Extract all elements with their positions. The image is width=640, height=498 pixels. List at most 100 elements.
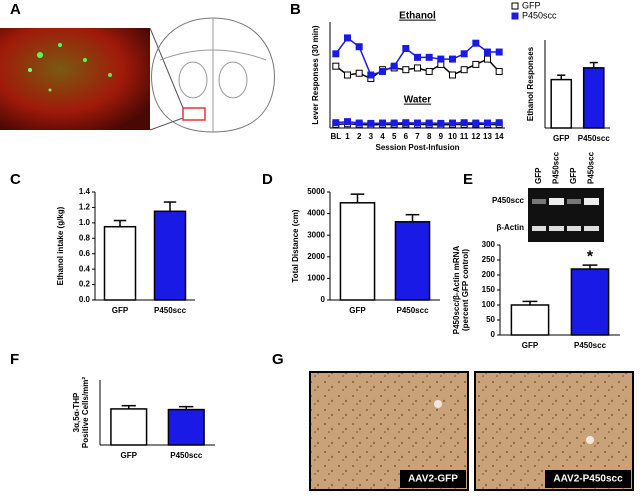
point <box>425 67 433 75</box>
x-tick-label: GFP <box>522 341 539 350</box>
point <box>484 119 491 127</box>
point <box>437 55 445 63</box>
x-tick-label: 13 <box>483 132 492 141</box>
significance-marker: * <box>587 248 594 265</box>
bar <box>570 268 610 336</box>
bar <box>110 408 148 446</box>
point <box>344 71 351 79</box>
y-axis-label: (percent GFP control) <box>461 249 470 331</box>
x-tick-label: 14 <box>495 132 504 141</box>
panel-label: G <box>272 351 284 368</box>
point <box>460 50 468 58</box>
x-tick-label: 4 <box>380 132 385 141</box>
point <box>414 119 421 127</box>
bar <box>153 210 187 301</box>
y-axis-label: Ethanol intake (g/kg) <box>56 206 65 285</box>
image-caption: AAV2-GFP <box>408 474 458 485</box>
legend-label: GFP <box>522 0 541 10</box>
y-tick-label: 300 <box>482 240 496 249</box>
panel-label: F <box>10 351 19 368</box>
y-tick-label: 150 <box>482 285 496 294</box>
y-tick-label: 0.8 <box>79 233 91 242</box>
x-tick-label: 12 <box>471 132 480 141</box>
point <box>449 71 456 79</box>
x-tick-label: BL <box>330 132 341 141</box>
gel-lane-label: P450scc <box>587 151 596 184</box>
bar <box>167 408 205 446</box>
bar <box>103 225 137 301</box>
gel-lane-label: GFP <box>569 167 578 184</box>
panel-a-image <box>0 17 275 133</box>
point <box>484 48 491 56</box>
bar <box>582 67 605 129</box>
legend-label: P450scc <box>522 10 557 20</box>
point <box>402 45 410 52</box>
point <box>472 60 480 68</box>
point <box>355 119 363 127</box>
point <box>484 55 491 63</box>
point <box>414 53 421 61</box>
panel-label: B <box>290 1 301 18</box>
y-tick-label: 1.2 <box>79 203 91 212</box>
point <box>402 66 410 74</box>
y-axis-label: Lever Responses (30 min) <box>311 25 320 124</box>
point <box>449 119 456 127</box>
x-tick-label: 6 <box>404 132 409 141</box>
point <box>472 119 480 127</box>
point <box>332 50 340 58</box>
bar <box>510 304 550 336</box>
x-tick-label: 7 <box>415 132 420 141</box>
point <box>355 43 363 51</box>
point <box>390 119 398 127</box>
gel-row-label: β-Actin <box>496 223 524 232</box>
y-tick-label: 0.4 <box>79 264 91 273</box>
y-tick-label: 2000 <box>307 252 325 261</box>
point <box>402 119 410 127</box>
x-tick-label: GFP <box>553 134 570 143</box>
bar <box>394 221 431 301</box>
panel-g-images <box>309 371 634 491</box>
point <box>460 66 468 74</box>
point <box>425 53 433 61</box>
x-tick-label: P450scc <box>574 341 607 350</box>
x-tick-label: P450scc <box>578 134 611 143</box>
bar <box>339 202 376 301</box>
point <box>414 64 421 72</box>
x-tick-label: 10 <box>448 132 457 141</box>
point <box>344 34 351 42</box>
x-tick-label: P450scc <box>170 451 203 460</box>
x-tick-label: GFP <box>121 451 138 460</box>
panel-label: A <box>10 1 21 18</box>
x-tick-label: P450scc <box>396 306 429 315</box>
x-tick-label: 5 <box>392 132 397 141</box>
y-tick-label: 5000 <box>307 187 325 196</box>
y-tick-label: 1000 <box>307 274 325 283</box>
y-tick-label: 0 <box>491 330 496 339</box>
y-tick-label: 50 <box>486 315 495 324</box>
point <box>332 62 340 70</box>
point <box>495 48 503 56</box>
point <box>367 71 375 79</box>
y-tick-label: 0.6 <box>79 249 91 258</box>
y-axis-label: Total Distance (cm) <box>291 209 300 283</box>
panel-label: C <box>10 171 21 188</box>
gel-lane-label: GFP <box>534 167 543 184</box>
x-tick-label: 11 <box>460 132 469 141</box>
y-tick-label: 250 <box>482 255 496 264</box>
y-tick-label: 1.0 <box>79 218 91 227</box>
y-tick-label: 0 <box>321 295 326 304</box>
point <box>390 62 398 70</box>
point <box>460 119 468 127</box>
panel-label: E <box>463 171 473 188</box>
y-axis-label: Positive Cells/mm² <box>81 377 90 448</box>
point <box>355 69 363 77</box>
y-tick-label: 4000 <box>307 209 325 218</box>
y-axis-label: 3α,5α-THP <box>72 392 81 432</box>
point <box>449 55 456 63</box>
legend-swatch <box>511 12 519 20</box>
y-tick-label: 200 <box>482 270 496 279</box>
gel-lane-label: P450scc <box>552 151 561 184</box>
panel-label: D <box>262 171 273 188</box>
x-tick-label: 8 <box>427 132 432 141</box>
